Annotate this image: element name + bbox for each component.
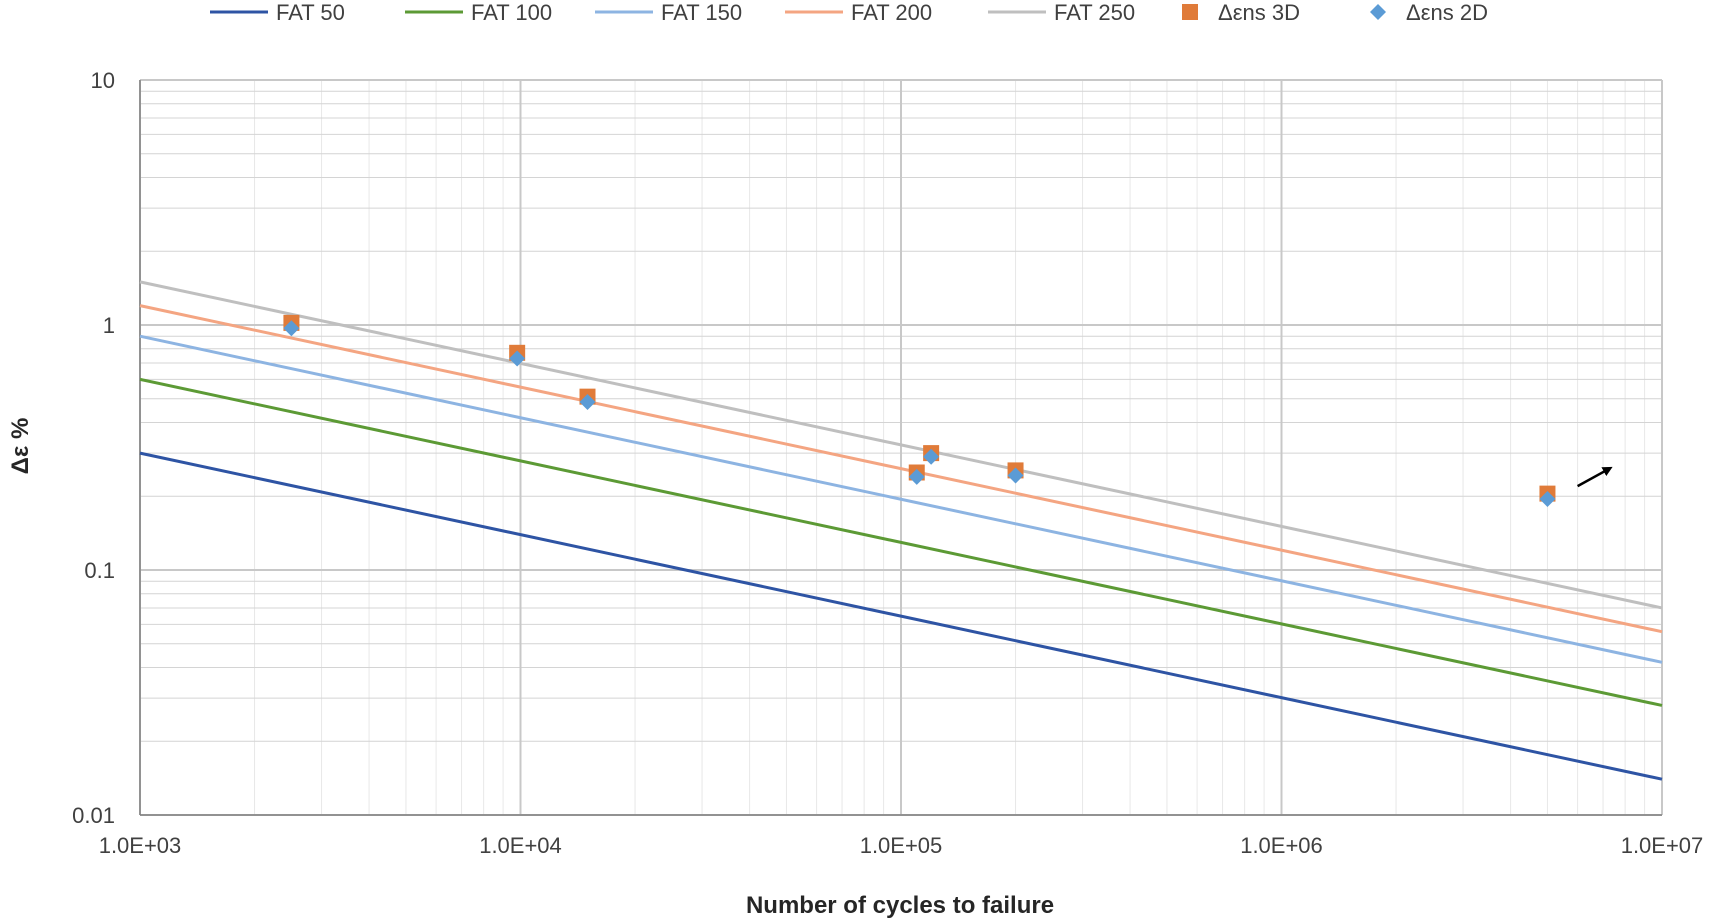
x-tick-label: 1.0E+04 bbox=[479, 833, 562, 858]
x-tick-label: 1.0E+06 bbox=[1240, 833, 1323, 858]
y-axis-title: Δε % bbox=[7, 418, 34, 475]
y-tick-label: 0.1 bbox=[84, 558, 115, 583]
data-point-2d bbox=[908, 468, 925, 485]
y-tick-label: 1 bbox=[103, 313, 115, 338]
legend-label-fat-100: FAT 100 bbox=[471, 0, 552, 25]
annotations bbox=[1576, 466, 1613, 488]
legend-label-fat-200: FAT 200 bbox=[851, 0, 932, 25]
series-line-fat-200 bbox=[139, 304, 1663, 634]
y-tick-label: 0.01 bbox=[72, 803, 115, 828]
data-point-2d bbox=[579, 393, 596, 410]
fat-lines bbox=[139, 280, 1663, 781]
data-point-2d bbox=[283, 320, 300, 337]
x-axis-title: Number of cycles to failure bbox=[746, 892, 1054, 919]
major-gridlines bbox=[139, 79, 1663, 816]
data-point-2d bbox=[923, 448, 940, 465]
legend-swatch-2d bbox=[1370, 4, 1386, 20]
x-tick-label: 1.0E+05 bbox=[860, 833, 943, 858]
series-line-fat-100 bbox=[139, 377, 1663, 707]
series-line-fat-250 bbox=[139, 280, 1663, 610]
data-point-2d bbox=[1007, 467, 1024, 484]
x-tick-labels: 1.0E+03 1.0E+04 1.0E+05 1.0E+06 1.0E+07 bbox=[99, 833, 1704, 858]
data-points bbox=[283, 314, 1556, 507]
data-point-2d bbox=[1539, 490, 1556, 507]
legend-label-2d: Δεns 2D bbox=[1406, 0, 1488, 25]
y-tick-label: 10 bbox=[91, 68, 115, 93]
legend-label-fat-150: FAT 150 bbox=[661, 0, 742, 25]
legend-label-fat-250: FAT 250 bbox=[1054, 0, 1135, 25]
runout-arrow bbox=[1576, 466, 1613, 488]
axes bbox=[139, 80, 1662, 816]
x-tick-label: 1.0E+07 bbox=[1621, 833, 1704, 858]
legend-swatch-3d bbox=[1182, 4, 1198, 20]
legend: FAT 50 FAT 100 FAT 150 FAT 200 FAT 250 Δεns 3… bbox=[210, 0, 1488, 25]
legend-label-fat-50: FAT 50 bbox=[276, 0, 345, 25]
series-line-fat-50 bbox=[139, 451, 1663, 781]
x-tick-label: 1.0E+03 bbox=[99, 833, 182, 858]
series-line-fat-150 bbox=[139, 334, 1663, 664]
data-point-2d bbox=[509, 350, 526, 367]
legend-label-3d: Δεns 3D bbox=[1218, 0, 1300, 25]
y-tick-labels: 0.01 0.1 1 10 bbox=[72, 68, 115, 828]
